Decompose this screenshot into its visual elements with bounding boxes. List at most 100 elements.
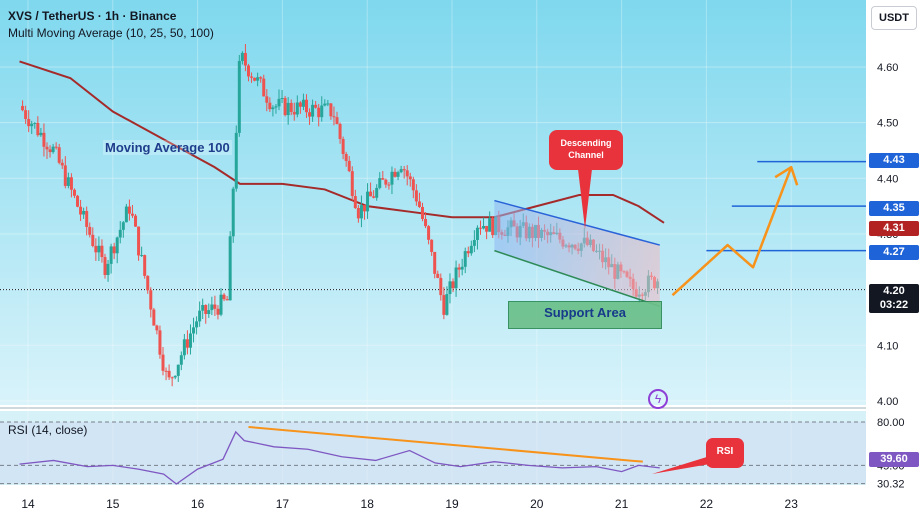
candle-body: [292, 111, 296, 115]
currency-button[interactable]: USDT: [871, 6, 917, 30]
candle-body: [198, 310, 202, 322]
candle-body: [176, 364, 180, 376]
rsi-callout-pointer: [652, 456, 710, 474]
candle-body: [36, 122, 40, 136]
candle-body: [332, 116, 336, 118]
candle-body: [463, 251, 467, 267]
rsi-tick-label: 80.00: [877, 417, 905, 429]
candle-body: [118, 229, 122, 238]
candle-body: [72, 189, 76, 196]
candle-body: [57, 147, 61, 163]
channel-fill: [494, 200, 660, 307]
candle-body: [301, 99, 305, 107]
candle-body: [149, 290, 153, 310]
candle-body: [417, 201, 421, 207]
candle-body: [283, 98, 287, 116]
candle-body: [143, 255, 147, 276]
candle-body: [140, 255, 144, 257]
candle-body: [298, 102, 302, 107]
candle-body: [21, 105, 25, 111]
candle-body: [222, 294, 226, 300]
author-watermark: @ Ali-Al-Shami: [726, 482, 841, 501]
rsi-callout-label: RSI: [716, 446, 734, 457]
candle-body: [335, 117, 339, 124]
candle-body: [478, 227, 482, 229]
candle-body: [164, 370, 168, 372]
time-axis-background: [0, 486, 866, 518]
candle-body: [158, 330, 162, 355]
candle-body: [103, 257, 107, 275]
candle-body: [433, 251, 437, 274]
candle-body: [451, 281, 455, 289]
candle-body: [204, 305, 208, 315]
candle-body: [381, 178, 385, 180]
candle-body: [243, 52, 247, 66]
candle-body: [33, 122, 37, 124]
candle-body: [304, 99, 308, 113]
candle-body: [109, 246, 113, 264]
candle-body: [216, 308, 220, 315]
candle-body: [54, 146, 58, 148]
candle-body: [414, 190, 418, 202]
candle-body: [106, 263, 110, 275]
candle-body: [69, 177, 73, 190]
indicator-legend: Multi Moving Average (10, 25, 50, 100): [8, 26, 214, 40]
candle-body: [289, 102, 293, 112]
support-area-label: Support Area: [544, 305, 626, 320]
candle-body: [188, 333, 192, 348]
candle-body: [271, 107, 275, 110]
candle-body: [338, 123, 342, 139]
candle-body: [130, 213, 134, 216]
channel-upper-line: [494, 199, 660, 246]
candle-body: [45, 146, 49, 150]
candle-body: [353, 196, 357, 209]
lightning-icon[interactable]: ϟ: [648, 389, 668, 409]
candle-body: [88, 226, 92, 235]
candle-body: [314, 104, 318, 108]
candle-body: [436, 273, 440, 278]
candle-body: [466, 251, 470, 254]
candle-body: [42, 132, 46, 147]
candle-body: [30, 123, 34, 127]
price-tick-label: 4.00: [877, 396, 898, 408]
candle-body: [85, 210, 89, 227]
candle-body: [66, 177, 70, 186]
candle-body: [482, 225, 486, 229]
candle-body: [286, 102, 290, 116]
candle-body: [231, 188, 235, 237]
rsi-pane-title: RSI (14, close): [8, 423, 88, 437]
time-tick-label: 16: [191, 497, 205, 511]
candle-body: [405, 170, 409, 177]
candle-body: [63, 165, 67, 186]
candle-body: [97, 245, 101, 253]
candle-body: [399, 169, 403, 173]
candle-body: [356, 208, 360, 219]
channel-lower-line: [494, 249, 660, 308]
time-tick-label: 18: [361, 497, 375, 511]
time-tick-label: 14: [21, 497, 35, 511]
candle-body: [445, 294, 449, 315]
candle-body: [326, 103, 330, 105]
candle-body: [372, 196, 376, 198]
candle-body: [457, 267, 461, 270]
candle-body: [228, 236, 232, 301]
candle-body: [124, 206, 128, 223]
candle-body: [234, 132, 238, 189]
price-tag-4-27: 4.27: [869, 245, 919, 260]
candle-body: [259, 77, 263, 79]
rsi-tick-label: 30.32: [877, 479, 905, 491]
candle-body: [402, 169, 406, 171]
candle-body: [213, 304, 217, 309]
candle-body: [161, 354, 165, 371]
candle-body: [112, 246, 116, 254]
candle-body: [210, 304, 214, 311]
descending-channel-callout: [549, 130, 623, 170]
time-axis-ticks: 14 15 16 17 18 19 20 21 22 23: [21, 497, 798, 511]
rsi-path: [19, 430, 660, 485]
candle-body: [170, 377, 174, 379]
current-price-tag: 4.20: [869, 284, 919, 299]
candle-body: [167, 370, 171, 378]
candle-body: [420, 206, 424, 219]
candle-body: [491, 217, 495, 236]
